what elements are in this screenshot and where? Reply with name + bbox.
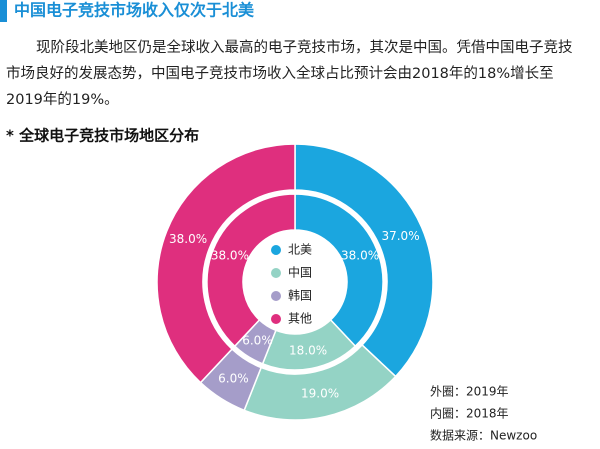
donut-slice xyxy=(206,193,296,348)
data-label: 37.0% xyxy=(381,229,419,243)
title-bar xyxy=(0,0,7,22)
legend-label: 中国 xyxy=(288,265,312,280)
chart-title: * 全球电子竞技市场地区分布 xyxy=(6,127,199,145)
donut-slice xyxy=(294,193,384,348)
data-label: 18.0% xyxy=(289,343,327,357)
paragraph-line: 市场良好的发展态势，中国电子竞技市场收入全球占比预计会由2018年的18%增长至 xyxy=(6,64,554,82)
data-label: 6.0% xyxy=(242,334,273,348)
paragraph-line: 2019年的19%。 xyxy=(6,91,119,108)
source-note: 数据来源：Newzoo xyxy=(430,428,537,443)
legend-swatch xyxy=(271,268,281,278)
legend-label: 其他 xyxy=(288,312,312,326)
legend-label: 韩国 xyxy=(288,288,312,303)
page-title: 中国电子竞技市场收入仅次于北美 xyxy=(14,1,255,20)
ring-note: 内圈：2018年 xyxy=(430,407,509,421)
paragraph-line: 现阶段北美地区仍是全球收入最高的电子竞技市场，其次是中国。凭借中国电子竞技 xyxy=(36,38,573,56)
legend-label: 北美 xyxy=(288,243,312,257)
donut-slice xyxy=(294,143,434,378)
legend-swatch xyxy=(271,291,281,301)
legend-swatch xyxy=(271,245,281,255)
data-label: 38.0% xyxy=(341,249,379,263)
ring-note: 外圈：2019年 xyxy=(430,385,509,399)
data-label: 6.0% xyxy=(218,372,249,386)
data-label: 38.0% xyxy=(169,232,207,246)
data-label: 38.0% xyxy=(211,249,249,263)
legend-swatch xyxy=(271,314,281,324)
donut-slice xyxy=(156,143,296,384)
data-label: 19.0% xyxy=(301,387,339,401)
